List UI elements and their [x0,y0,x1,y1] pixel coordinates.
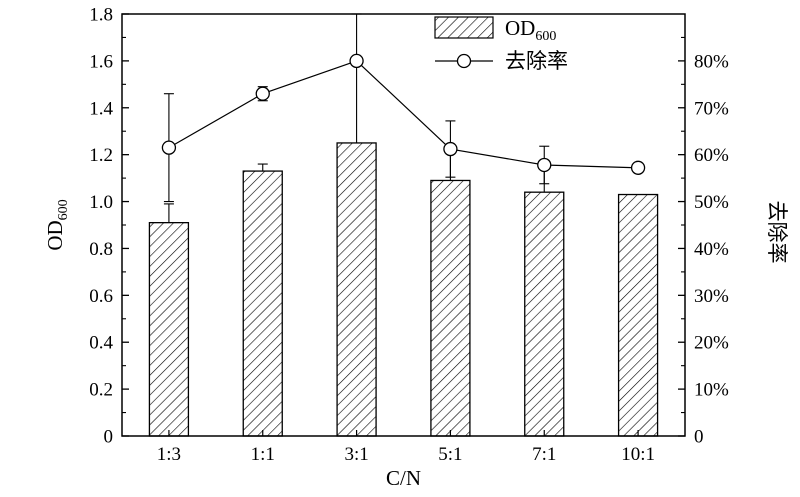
y-tick-label-1: 0 [104,427,114,448]
y-axis-label-sub: 600 [56,199,71,220]
bar-5 [524,191,565,437]
removal-point-5 [537,157,552,173]
y2-tick-label-6: 50% [694,192,729,213]
x-tick-label-5: 7:1 [532,444,556,465]
left-y-axis: 0 0.2 0.4 0.6 0.8 1.0 1.2 1.4 1.6 1.8 [89,5,129,448]
y2-tick-label-1: 0 [694,427,704,448]
removal-line [161,53,646,175]
legend-bar-label: OD600 [505,16,556,44]
x-tick-label-2: 1:1 [251,444,275,465]
y2-tick-label-5: 40% [694,239,729,260]
removal-point-6 [630,160,646,175]
legend-line-label: 去除率 [505,49,568,73]
y-tick-label-10: 1.8 [89,5,113,26]
removal-polyline [168,60,639,169]
legend-bar-label-main: OD [505,16,535,40]
y-tick-label-8: 1.4 [89,98,113,119]
y2-tick-label-7: 60% [694,145,729,166]
y-tick-label-9: 1.6 [89,51,113,72]
y-tick-label-5: 0.8 [89,239,113,260]
right-y-axis: 0 10% 20% 30% 40% 50% 60% 70% 80% [678,36,729,448]
y2-tick-label-3: 20% [694,333,729,354]
legend-line-marker [456,53,472,69]
y-axis-label-main: OD [43,220,67,250]
x-axis: 1:3 1:1 3:1 5:1 7:1 10:1 [157,430,655,465]
y2-axis-label: 去除率 [765,201,789,264]
x-tick-label-3: 3:1 [344,444,368,465]
x-tick-label-4: 5:1 [438,444,462,465]
bar-4 [430,179,471,437]
removal-point-4 [443,141,458,157]
plot-frame [121,13,686,437]
x-axis-label: C/N [386,466,421,490]
y2-tick-label-4: 30% [694,286,729,307]
removal-point-2 [255,86,270,101]
x-tick-label-1: 1:3 [157,444,181,465]
legend: OD600 去除率 [434,16,568,73]
y2-tick-label-9: 80% [694,51,729,72]
y-tick-label-3: 0.4 [89,333,113,354]
y-tick-label-2: 0.2 [89,380,113,401]
od600-bars [148,142,659,437]
y-tick-label-7: 1.2 [89,145,113,166]
y2-tick-label-8: 70% [694,98,729,119]
removal-error-bars [163,57,644,203]
removal-point-1 [161,140,177,155]
bar-1 [148,222,190,437]
bar-2 [242,170,283,437]
y-tick-label-6: 1.0 [89,192,113,213]
x-tick-label-6: 10:1 [621,444,655,465]
y2-tick-label-2: 10% [694,380,729,401]
bar-6 [617,193,659,437]
legend-bar-swatch [434,16,494,39]
y-tick-label-4: 0.6 [89,286,113,307]
removal-point-3 [349,53,364,69]
bar-3 [336,142,377,437]
y-axis-label: OD600 [43,199,71,250]
legend-bar-label-sub: 600 [535,29,556,44]
